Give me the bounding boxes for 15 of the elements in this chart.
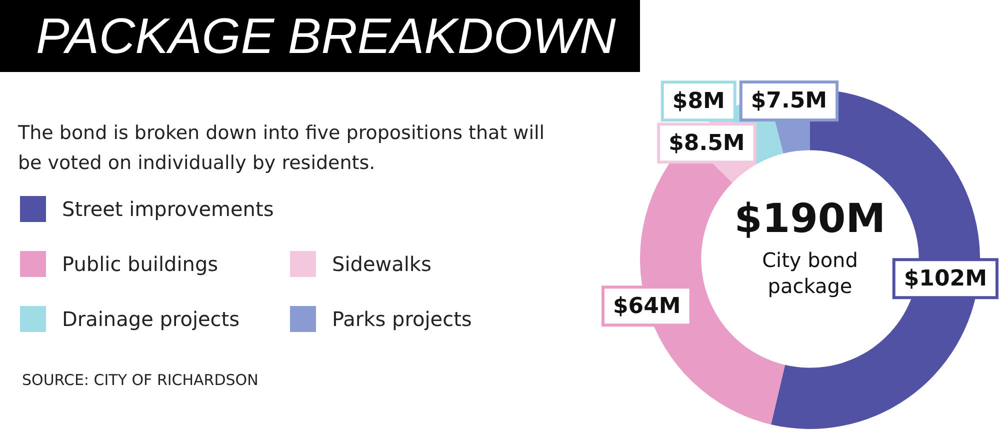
- legend-label: Sidewalks: [332, 252, 432, 276]
- data-label: $8.5M: [668, 130, 745, 156]
- source-note: SOURCE: CITY OF RICHARDSON: [22, 370, 258, 390]
- legend-label: Parks projects: [332, 307, 472, 331]
- text: City bond package: [761, 247, 859, 299]
- data-label: $64M: [612, 294, 681, 319]
- data-label: $102M: [904, 266, 987, 292]
- text: $190M: [733, 195, 887, 243]
- legend-label: Street improvements: [62, 197, 274, 221]
- chart-title: PACKAGE BREAKDOWN: [0, 0, 640, 72]
- data-label: $8M: [672, 88, 725, 114]
- text: The bond is broken down into five propositions that will be voted on individually by residents.: [18, 121, 546, 176]
- data-label: $7.5M: [750, 88, 828, 114]
- legend-label: Public buildings: [62, 252, 218, 276]
- legend-label: Drainage projects: [62, 307, 240, 331]
